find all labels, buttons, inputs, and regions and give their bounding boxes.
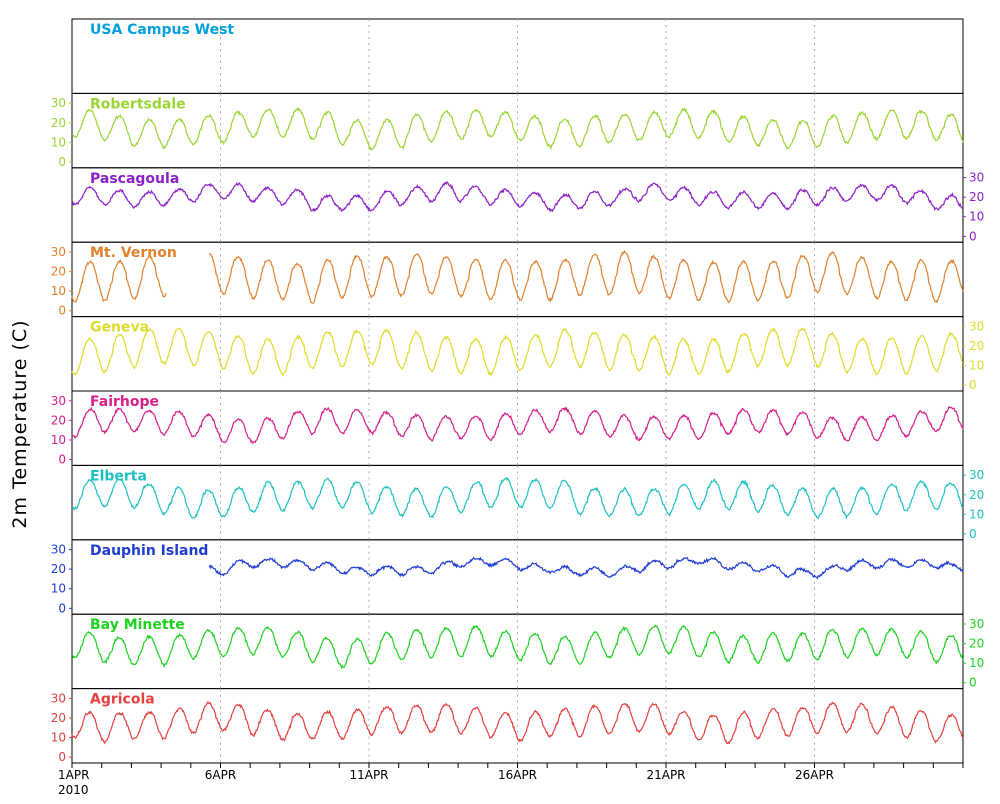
panel-elberta: 0 10 20 30 Elberta — [71, 464, 984, 541]
y-tick-label: 20 — [51, 116, 66, 130]
x-axis: 1APR 6APR 11APR 16APR 21APR 26APR 2010 — [58, 763, 964, 797]
x-tick-label: 16APR — [498, 768, 537, 782]
panels: USA Campus West 0 10 20 30 Robertsdale 0 10 20 30… — [51, 18, 984, 764]
y-tick-label: 20 — [969, 339, 984, 353]
series-name-label: Fairhope — [90, 394, 159, 410]
y-tick-label: 30 — [51, 691, 66, 705]
series-line — [71, 107, 964, 152]
x-tick-label: 6APR — [205, 768, 236, 782]
y-tick-label: 0 — [969, 378, 977, 392]
y-tick-label: 30 — [51, 96, 66, 110]
series-line — [71, 476, 964, 520]
y-tick-label: 0 — [969, 527, 977, 541]
series-line — [71, 624, 964, 670]
y-tick-label: 0 — [969, 229, 977, 243]
series-name-label: Bay Minette — [90, 617, 185, 633]
y-tick-label: 10 — [969, 507, 984, 521]
series-name-label: Elberta — [90, 468, 147, 484]
x-tick-label: 1APR — [58, 768, 89, 782]
y-tick-label: 0 — [58, 155, 66, 169]
panel-fairhope: 0 10 20 30 Fairhope — [51, 390, 964, 467]
y-tick-label: 10 — [51, 731, 66, 745]
series-name-label: USA Campus West — [90, 22, 234, 38]
series-line — [208, 556, 964, 580]
y-tick-label: 10 — [51, 582, 66, 596]
y-tick-label: 30 — [969, 468, 984, 482]
panel-dauphin-island: 0 10 20 30 Dauphin Island — [51, 539, 964, 615]
y-tick-label: 10 — [51, 135, 66, 149]
y-tick-label: 10 — [969, 359, 984, 373]
y-tick-label: 20 — [969, 488, 984, 502]
series-name-label: Pascagoula — [90, 171, 179, 187]
y-tick-label: 10 — [51, 284, 66, 298]
series-name-label: Robertsdale — [90, 96, 186, 112]
x-tick-label: 21APR — [646, 768, 685, 782]
series-line — [71, 326, 964, 377]
panel-agricola: 0 10 20 30 Agricola — [51, 688, 964, 764]
panel-mt-vernon: 0 10 20 30 Mt. Vernon — [51, 241, 964, 318]
y-axis-label: 2m Temperature (C) — [9, 319, 31, 528]
y-tick-label: 20 — [51, 413, 66, 427]
series-line — [71, 249, 964, 304]
panel-bay-minette: 0 10 20 30 Bay Minette — [71, 613, 984, 690]
y-tick-label: 0 — [58, 304, 66, 318]
y-tick-label: 0 — [969, 676, 977, 690]
y-tick-label: 30 — [969, 617, 984, 631]
y-tick-label: 30 — [51, 543, 66, 557]
series-line — [71, 700, 964, 745]
x-year-label: 2010 — [58, 783, 89, 797]
y-tick-label: 10 — [969, 210, 984, 224]
y-tick-label: 30 — [51, 394, 66, 408]
series-name-label: Agricola — [90, 692, 155, 708]
y-tick-label: 30 — [969, 319, 984, 333]
x-tick-label: 11APR — [349, 768, 388, 782]
y-tick-label: 20 — [51, 265, 66, 279]
x-tick-label: 26APR — [795, 768, 834, 782]
panel-robertsdale: 0 10 20 30 Robertsdale — [51, 92, 964, 169]
y-tick-label: 20 — [51, 562, 66, 576]
y-tick-label: 20 — [969, 637, 984, 651]
series-name-label: Dauphin Island — [90, 543, 208, 559]
series-line — [71, 405, 964, 445]
panel-geneva: 0 10 20 30 Geneva — [71, 316, 984, 392]
y-tick-label: 10 — [969, 656, 984, 670]
panel-pascagoula: 0 10 20 30 Pascagoula — [71, 167, 984, 243]
y-tick-label: 10 — [51, 433, 66, 447]
y-tick-label: 0 — [58, 453, 66, 467]
y-tick-label: 0 — [58, 601, 66, 615]
y-tick-label: 20 — [51, 711, 66, 725]
y-tick-label: 20 — [969, 190, 984, 204]
panel-usa-campus-west: USA Campus West — [71, 18, 964, 94]
series-name-label: Mt. Vernon — [90, 245, 177, 261]
series-line — [71, 180, 964, 213]
y-tick-label: 0 — [58, 750, 66, 764]
y-tick-label: 30 — [51, 245, 66, 259]
y-tick-label: 30 — [969, 171, 984, 185]
series-name-label: Geneva — [90, 320, 149, 336]
